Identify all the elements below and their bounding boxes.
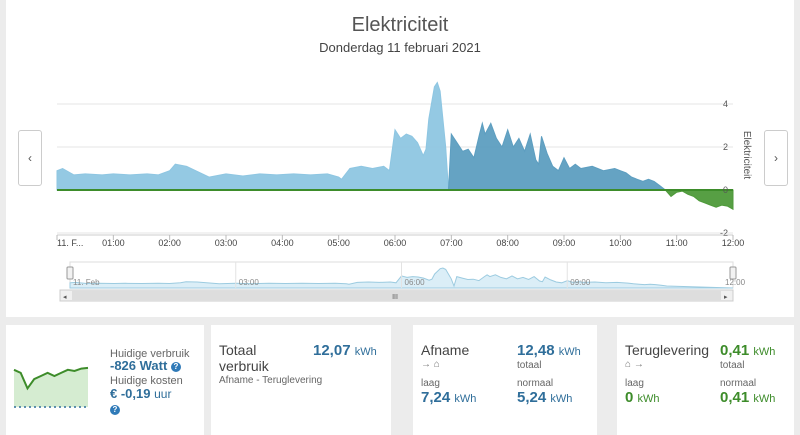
feed-in-card: Teruglevering ⌂ → 0,41 kWh totaal laag 0… (617, 325, 794, 435)
prev-day-button[interactable]: ‹ (18, 130, 42, 186)
page-title: Elektriciteit (351, 14, 449, 36)
y-axis-label: Elektriciteit (741, 131, 752, 180)
y-tick-label: -2 (720, 228, 728, 238)
x-tick-label: 10:00 (609, 238, 632, 248)
x-tick-label: 07:00 (440, 238, 463, 248)
consumption-title: Afname (421, 342, 470, 358)
x-tick-label: 08:00 (496, 238, 519, 248)
home-to-grid-icon: ⌂ → (625, 359, 644, 370)
feed-in-total-label: totaal (720, 360, 745, 371)
x-tick-label: 04:00 (271, 238, 294, 248)
feed-in-low-value: 0 kWh (625, 389, 660, 406)
scroll-left-arrow-icon[interactable]: ◂ (63, 294, 67, 301)
y-tick-label: 2 (723, 142, 728, 152)
current-usage-value: -826 Watt ? (110, 358, 181, 373)
navigator-label: 12:00 (725, 278, 746, 287)
current-cost-label: Huidige kosten (110, 375, 183, 387)
sparkline-line (13, 366, 89, 391)
current-usage-label: Huidige verbruik (110, 348, 190, 360)
x-tick-label: 09:00 (553, 238, 576, 248)
feed-in-normal-value: 0,41 kWh (720, 389, 776, 406)
scrollbar-grip-icon[interactable]: III (392, 294, 398, 301)
grid-to-home-icon: → ⌂ (421, 359, 440, 370)
total-usage-card: Totaal verbruik 12,07 kWh Afname - Terug… (211, 325, 391, 435)
x-tick-label: 02:00 (158, 238, 181, 248)
x-tick-label: 12:00 (722, 238, 745, 248)
navigator[interactable]: 11. Feb 03:00 06:00 09:00 12:00 ◂ ▸ III (59, 261, 746, 302)
consumption-total-label: totaal (517, 360, 542, 371)
chart-panel: Elektriciteit Donderdag 11 februari 2021… (6, 0, 794, 317)
help-icon[interactable]: ? (170, 361, 181, 372)
current-cost-value: € -0,19 uur (110, 386, 172, 401)
total-title-line1: Totaal (219, 342, 257, 358)
next-day-button[interactable]: › (764, 130, 788, 186)
x-tick-label: 05:00 (327, 238, 350, 248)
scroll-right-arrow-icon[interactable]: ▸ (724, 294, 728, 301)
consumption-low-label: laag (421, 378, 440, 389)
x-tick-label: 11. F... (57, 238, 83, 248)
navigator-label: 11. Feb (73, 278, 100, 287)
x-tick-label: 11:00 (666, 238, 688, 248)
y-tick-label: 4 (723, 99, 728, 109)
x-tick-label: 06:00 (384, 238, 407, 248)
current-usage-card: Huidige verbruik -826 Watt ? Huidige kos… (6, 325, 204, 435)
feed-in-title: Teruglevering (625, 342, 710, 358)
chevron-left-icon: ‹ (28, 151, 32, 165)
navigator-right-handle[interactable] (729, 266, 737, 280)
cost-help-icon[interactable]: ? (110, 405, 120, 415)
x-tick-label: 03:00 (215, 238, 238, 248)
consumption-normal-label: normaal (517, 378, 554, 389)
usage-sparkline (13, 366, 89, 408)
consumption-total-value: 12,48 kWh (517, 342, 581, 359)
feed-in-normal-label: normaal (720, 378, 757, 389)
area-series-0 (56, 81, 449, 191)
consumption-low-value: 7,24 kWh (421, 389, 477, 406)
chevron-right-icon: › (774, 151, 778, 165)
sparkline-area (14, 367, 88, 407)
area-series-1 (447, 121, 667, 191)
total-value: 12,07 kWh (313, 342, 377, 359)
navigator-label: 03:00 (239, 278, 260, 287)
x-tick-label: 01:00 (102, 238, 125, 248)
electricity-chart[interactable]: 4 2 0 -2 11. F... 01:00 02:00 03:00 04:00 05:00 0… (6, 0, 794, 317)
consumption-normal-value: 5,24 kWh (517, 389, 573, 406)
area-series-2 (664, 189, 734, 211)
y-tick-label: 0 (723, 185, 728, 195)
feed-in-total-value: 0,41 kWh (720, 342, 776, 359)
navigator-label: 06:00 (405, 278, 426, 287)
navigator-label: 09:00 (570, 278, 591, 287)
total-formula: Afname - Teruglevering (219, 375, 323, 386)
navigator-left-handle[interactable] (66, 266, 74, 280)
feed-in-low-label: laag (625, 378, 644, 389)
total-title-line2: verbruik (219, 358, 269, 374)
date-subtitle: Donderdag 11 februari 2021 (319, 40, 481, 55)
consumption-card: Afname → ⌂ 12,48 kWh totaal laag 7,24 kW… (413, 325, 597, 435)
scrollbar-thumb[interactable] (72, 291, 721, 300)
